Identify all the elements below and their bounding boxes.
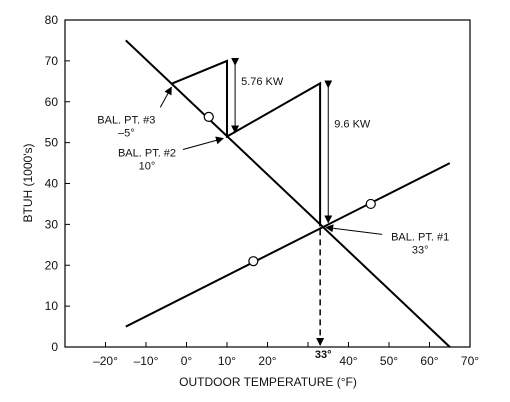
y-tick-label: 10: [45, 299, 59, 313]
y-tick-label: 30: [45, 217, 59, 231]
x-tick-label: 50°: [380, 354, 398, 368]
bal-pt-3-label: BAL. PT. #3: [97, 114, 155, 126]
bal-pt-1-pointer: [325, 224, 383, 235]
bal-pt-2-temp: 10°: [139, 160, 156, 172]
bal-pt-3-temp: –5°: [118, 127, 135, 139]
bal-pt-1-temp: 33°: [412, 244, 429, 256]
y-tick-label: 20: [45, 258, 59, 272]
y-tick-label: 50: [45, 136, 59, 150]
y-tick-label: 60: [45, 95, 59, 109]
bal-pt-3-pointer: [159, 86, 172, 108]
bal-pt-1-label: BAL. PT. #1: [391, 231, 449, 243]
open-circle-marker: [248, 256, 259, 267]
x-tick-label: 0°: [181, 354, 193, 368]
bal-pt-2-pointer: [182, 136, 224, 150]
series-line-1: [125, 39, 451, 348]
y-axis-title: BTUH (1000's): [21, 144, 35, 223]
y-tick-label: 0: [51, 340, 58, 354]
open-circle-marker: [203, 111, 214, 122]
annotation-layer: BAL. PT. #1 33° BAL. PT. #2 10° BAL. PT.…: [97, 57, 449, 361]
x-tick-label: 40°: [339, 354, 357, 368]
x-axis-ticks: –20° –10° 0° 10° 20° 40° 50° 60° 70°: [93, 342, 479, 368]
y-tick-label: 80: [45, 13, 59, 27]
series-line-3: [171, 59, 322, 227]
open-circle-marker: [365, 198, 376, 210]
x-tick-label: 20°: [258, 354, 276, 368]
y-tick-label: 70: [45, 54, 59, 68]
series-line-2: [125, 162, 451, 328]
marker-layer: [203, 111, 376, 267]
kw-5-76-label: 5.76 KW: [241, 76, 284, 88]
x-tick-label: –20°: [93, 354, 118, 368]
x-tick-label: 70°: [461, 354, 479, 368]
x-tick-label: 60°: [420, 354, 438, 368]
bal-pt-2-label: BAL. PT. #2: [118, 147, 176, 159]
x-33-label: 33°: [315, 349, 332, 361]
kw-9-6-label: 9.6 KW: [334, 118, 371, 130]
x-axis-title: OUTDOOR TEMPERATURE (°F): [179, 375, 357, 389]
series-layer: [125, 39, 451, 348]
y-tick-label: 40: [45, 177, 59, 191]
x-tick-label: 10°: [218, 354, 236, 368]
y-axis-ticks: 0 10 20 30 40 50 60 70 80: [45, 13, 70, 354]
x-tick-label: –10°: [134, 354, 159, 368]
